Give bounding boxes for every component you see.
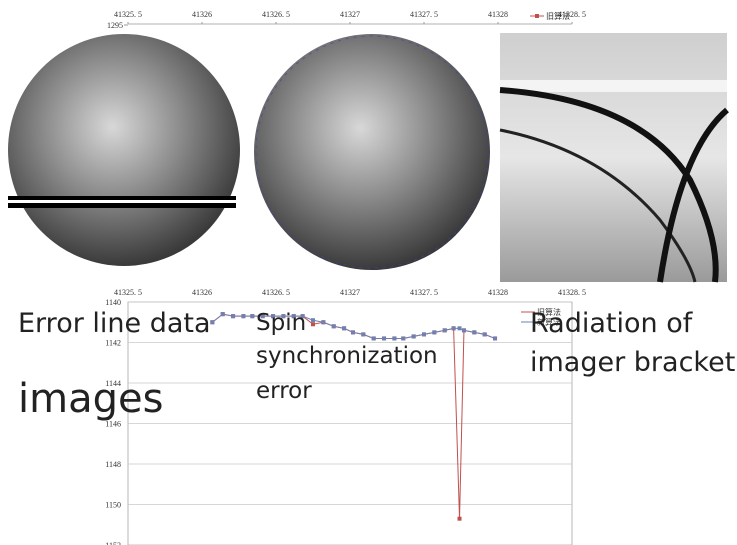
point <box>458 517 462 521</box>
point <box>372 336 376 340</box>
x-tick-label: 41327. 5 <box>410 288 438 297</box>
x-tick-label: 41327. 5 <box>410 10 438 19</box>
point <box>250 314 254 318</box>
point <box>493 336 497 340</box>
figure: 41325. 5 41326 41326. 5 41327 41327. 5 41328 4… <box>0 0 737 545</box>
x-tick-label: 41327 <box>340 288 360 297</box>
point <box>443 328 447 332</box>
caption: error <box>256 378 312 404</box>
caption: imager bracket <box>530 347 735 378</box>
point <box>458 326 462 330</box>
x-tick-label: 41326. 5 <box>262 10 290 19</box>
x-tick-label: 41326 <box>192 288 212 297</box>
y-tick-label: 1142 <box>105 339 121 348</box>
point <box>321 320 325 324</box>
x-tick-label: 41326. 5 <box>262 288 290 297</box>
point <box>342 326 346 330</box>
earth-image <box>8 34 240 266</box>
x-tick-label: 41325. 5 <box>114 10 142 19</box>
images <box>8 30 727 282</box>
point <box>311 322 315 326</box>
x-tick-label: 41328 <box>488 288 508 297</box>
point <box>483 332 487 336</box>
point <box>432 330 436 334</box>
y-tick-label: 1295 <box>107 21 123 30</box>
caption: Radiation of <box>530 308 694 339</box>
caption: Spin <box>256 310 306 336</box>
earth-image <box>254 34 490 270</box>
x-tick-label: 41326 <box>192 10 212 19</box>
point <box>462 328 466 332</box>
y-tick-label: 1150 <box>105 501 121 510</box>
point <box>311 318 315 322</box>
point <box>412 334 416 338</box>
point <box>210 320 214 324</box>
x-tick-label: 41328. 5 <box>558 288 586 297</box>
y-tick-label: 1148 <box>105 460 121 469</box>
point <box>401 336 405 340</box>
point <box>472 330 476 334</box>
point <box>392 336 396 340</box>
point <box>241 314 245 318</box>
x-tick-label: 41328 <box>488 10 508 19</box>
legend-marker <box>535 14 539 18</box>
legend-label: 旧算法 <box>546 11 570 21</box>
caption: images <box>18 376 163 422</box>
point <box>382 336 386 340</box>
point <box>452 326 456 330</box>
caption: Error line data <box>18 308 211 339</box>
point <box>351 330 355 334</box>
point <box>332 324 336 328</box>
x-tick-label: 41327 <box>340 10 360 19</box>
y-tick-label: 1140 <box>105 298 121 307</box>
point <box>361 332 365 336</box>
point <box>422 332 426 336</box>
y-tick-label: 1152 <box>105 541 121 545</box>
point <box>231 314 235 318</box>
point <box>221 312 225 316</box>
caption: synchronization <box>256 343 438 369</box>
x-tick-label: 41325. 5 <box>114 288 142 297</box>
